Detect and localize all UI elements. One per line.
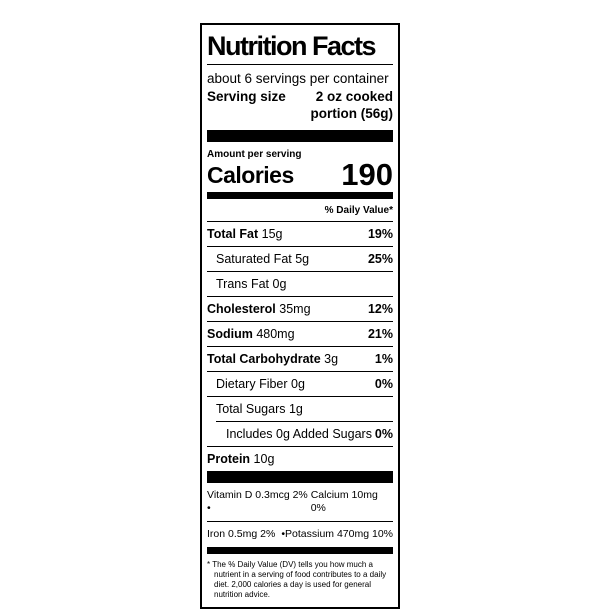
nutrient-name: Trans Fat xyxy=(216,277,270,291)
calories-row: Calories 190 xyxy=(207,157,393,192)
nutrient-amount: 0g xyxy=(272,277,287,291)
nutrient-row-total-fat: Total Fat 15g 19% xyxy=(207,221,393,246)
nutrient-row-total-carbohydrate: Total Carbohydrate 3g 1% xyxy=(207,346,393,371)
nutrient-name: Protein xyxy=(207,452,251,466)
daily-value-footnote: * The % Daily Value (DV) tells you how m… xyxy=(207,560,387,599)
micronutrient-right: •Potassium 470mg 10% xyxy=(281,528,393,540)
nutrient-dv: 0% xyxy=(374,427,393,441)
nutrient-name: Total Carbohydrate xyxy=(207,352,321,366)
serving-size-label: Serving size xyxy=(207,89,286,104)
nutrient-name: Includes 0g Added Sugars xyxy=(226,427,372,441)
nutrient-name: Cholesterol xyxy=(207,302,276,316)
divider-medium-footnote xyxy=(207,547,393,554)
divider-thick-top xyxy=(207,130,393,142)
nutrient-row-saturated-fat: Saturated Fat 5g 25% xyxy=(207,246,393,271)
title-divider xyxy=(207,64,393,65)
nutrient-dv: 1% xyxy=(374,352,393,366)
micronutrient-divider xyxy=(207,521,393,522)
calories-value: 190 xyxy=(341,157,393,192)
serving-size-row: Serving size 2 oz cooked portion (56g) xyxy=(207,87,393,130)
nutrient-dv: 0% xyxy=(374,377,393,391)
nutrient-dv: 19% xyxy=(367,227,393,241)
nutrient-name: Total Sugars xyxy=(216,402,286,416)
calories-label: Calories xyxy=(207,162,294,188)
nutrient-row-trans-fat: Trans Fat 0g xyxy=(207,271,393,296)
label-title: Nutrition Facts xyxy=(207,31,377,61)
nutrient-name: Saturated Fat xyxy=(216,252,292,266)
nutrient-row-added-sugars: Includes 0g Added Sugars 0% xyxy=(216,421,393,446)
servings-per-container: about 6 servings per container xyxy=(207,71,389,86)
micronutrient-right: Calcium 10mg 0% xyxy=(310,489,378,514)
nutrient-amount: 35mg xyxy=(279,302,311,316)
micronutrient-row-2: Iron 0.5mg 2% •Potassium 470mg 10% xyxy=(207,522,393,547)
micronutrient-left: Iron 0.5mg 2% xyxy=(207,528,276,540)
nutrient-row-total-sugars: Total Sugars 1g xyxy=(207,396,393,421)
daily-value-header: % Daily Value* xyxy=(324,205,393,216)
micronutrient-left: Vitamin D 0.3mcg 2% • xyxy=(207,489,308,514)
nutrient-amount: 5g xyxy=(295,252,310,266)
nutrient-name: Total Fat xyxy=(207,227,259,241)
nutrient-amount: 15g xyxy=(261,227,283,241)
nutrient-amount: 1g xyxy=(288,402,303,416)
nutrient-name: Dietary Fiber xyxy=(216,377,288,391)
nutrient-row-cholesterol: Cholesterol 35mg 12% xyxy=(207,296,393,321)
nutrient-amount: 10g xyxy=(253,452,275,466)
amount-per-serving-label: Amount per serving xyxy=(207,149,302,160)
nutrition-facts-label: Nutrition Facts about 6 servings per con… xyxy=(200,23,400,609)
nutrient-dv: 21% xyxy=(367,327,393,341)
nutrient-dv: 25% xyxy=(367,252,393,266)
nutrient-row-sodium: Sodium 480mg 21% xyxy=(207,321,393,346)
nutrient-name: Sodium xyxy=(207,327,253,341)
nutrient-row-dietary-fiber: Dietary Fiber 0g 0% xyxy=(207,371,393,396)
nutrient-amount: 0g xyxy=(291,377,305,391)
micronutrient-row-1: Vitamin D 0.3mcg 2% • Calcium 10mg 0% xyxy=(207,483,393,521)
nutrient-amount: 480mg xyxy=(256,327,295,341)
serving-size-value: 2 oz cooked portion (56g) xyxy=(310,89,394,121)
divider-thick-bottom xyxy=(207,471,393,483)
nutrient-dv: 12% xyxy=(367,302,393,316)
nutrient-amount: 3g xyxy=(324,352,339,366)
nutrient-row-protein: Protein 10g xyxy=(207,446,393,471)
divider-medium-calories xyxy=(207,192,393,199)
